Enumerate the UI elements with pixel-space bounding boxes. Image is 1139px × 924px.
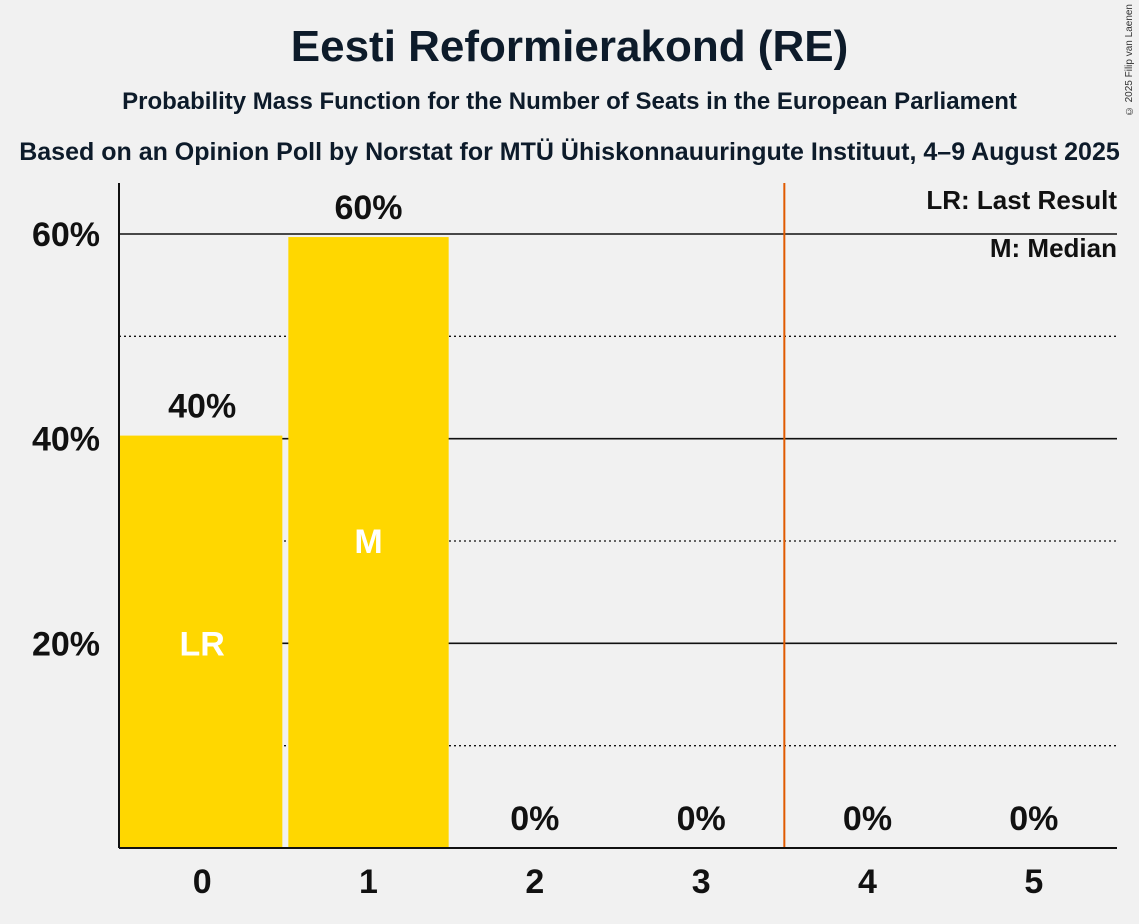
y-tick-label-60: 60%: [32, 216, 100, 254]
bar-labels: 40% LR 60% M 0% 0% 0% 0%: [168, 189, 1058, 838]
chart-subtitle: Probability Mass Function for the Number…: [122, 88, 1017, 115]
x-tick-label-5: 5: [1024, 863, 1043, 901]
value-label-1: 60%: [334, 189, 402, 227]
value-label-4: 0%: [843, 800, 892, 838]
x-tick-label-4: 4: [858, 863, 877, 901]
gridlines: [119, 233, 1117, 747]
y-tick-label-40: 40%: [32, 421, 100, 459]
chart-source: Based on an Opinion Poll by Norstat for …: [19, 138, 1120, 166]
bar-annotation-lr: LR: [180, 625, 225, 663]
axes: 20% 40% 60% 0 1 2 3 4 5: [32, 183, 1117, 901]
value-label-5: 0%: [1009, 800, 1058, 838]
bars: [119, 237, 449, 848]
value-label-3: 0%: [677, 800, 726, 838]
legend-median: M: Median: [990, 233, 1117, 263]
x-tick-label-2: 2: [525, 863, 544, 901]
bar-0: [119, 435, 283, 848]
value-label-2: 0%: [510, 800, 559, 838]
legend: LR: Last Result M: Median: [926, 185, 1117, 263]
chart-title: Eesti Reformierakond (RE): [290, 22, 849, 71]
bar-1: [288, 237, 449, 848]
x-tick-label-1: 1: [359, 863, 378, 901]
value-label-0: 40%: [168, 388, 236, 426]
y-tick-label-20: 20%: [32, 625, 100, 663]
x-tick-label-0: 0: [193, 863, 212, 901]
legend-last-result: LR: Last Result: [926, 185, 1117, 215]
x-tick-label-3: 3: [692, 863, 711, 901]
bar-annotation-m: M: [354, 523, 382, 561]
